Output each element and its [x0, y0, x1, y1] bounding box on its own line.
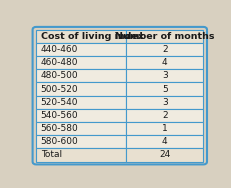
Text: 580-600: 580-600	[40, 137, 78, 146]
Bar	[126, 135, 203, 148]
Bar	[126, 56, 203, 69]
Bar	[36, 96, 126, 109]
Text: 5: 5	[161, 85, 167, 94]
Bar	[36, 109, 126, 122]
Bar	[36, 43, 126, 56]
Text: 460-480: 460-480	[40, 58, 78, 67]
Bar	[126, 69, 203, 83]
Bar	[126, 122, 203, 135]
Text: 1: 1	[161, 124, 167, 133]
Text: Cost of living index: Cost of living index	[40, 32, 143, 41]
Text: Total: Total	[40, 150, 61, 159]
Bar	[36, 122, 126, 135]
Text: 4: 4	[161, 137, 167, 146]
Bar	[126, 109, 203, 122]
Text: 24: 24	[158, 150, 170, 159]
Bar	[126, 96, 203, 109]
Text: 500-520: 500-520	[40, 85, 78, 94]
Text: 2: 2	[161, 45, 167, 54]
Bar	[126, 43, 203, 56]
Text: Number of months: Number of months	[115, 32, 214, 41]
Text: 2: 2	[161, 111, 167, 120]
Bar	[36, 83, 126, 96]
Bar	[126, 30, 203, 43]
Text: 480-500: 480-500	[40, 71, 78, 80]
Text: 3: 3	[161, 98, 167, 107]
Bar	[126, 148, 203, 161]
Text: 440-460: 440-460	[40, 45, 78, 54]
Text: 4: 4	[161, 58, 167, 67]
Bar	[36, 135, 126, 148]
Bar	[126, 83, 203, 96]
Text: 520-540: 520-540	[40, 98, 78, 107]
Bar	[36, 69, 126, 83]
Text: 3: 3	[161, 71, 167, 80]
Bar	[36, 30, 126, 43]
Text: 540-560: 540-560	[40, 111, 78, 120]
Bar	[36, 56, 126, 69]
Bar	[36, 148, 126, 161]
Text: 560-580: 560-580	[40, 124, 78, 133]
